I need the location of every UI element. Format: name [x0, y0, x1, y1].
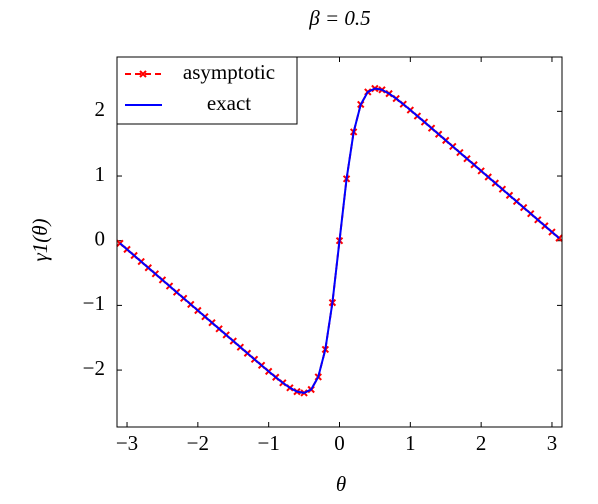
y-tick-label: 1: [95, 162, 106, 186]
x-tick-label: 3: [547, 431, 558, 455]
x-tick-label: 0: [334, 431, 345, 455]
y-tick-label: −2: [83, 356, 105, 380]
y-tick-label: 2: [95, 97, 106, 121]
y-tick-label: −1: [83, 291, 105, 315]
y-axis-label: γ1(θ): [28, 218, 52, 261]
x-tick-label: −2: [187, 431, 209, 455]
x-axis-label: θ: [336, 472, 346, 496]
plot-frame: [116, 56, 563, 428]
series-line: [119, 87, 560, 394]
legend-label: asymptotic: [183, 60, 275, 84]
x-tick-label: −1: [258, 431, 280, 455]
legend-box: [116, 56, 298, 125]
x-tick-label: 1: [405, 431, 416, 455]
x-tick-label: 2: [476, 431, 487, 455]
chart-title: β = 0.5: [308, 6, 370, 30]
x-tick-label: −3: [116, 431, 138, 455]
legend-label: exact: [207, 91, 251, 115]
y-tick-label: 0: [95, 227, 106, 251]
legend-marker: [139, 70, 147, 78]
